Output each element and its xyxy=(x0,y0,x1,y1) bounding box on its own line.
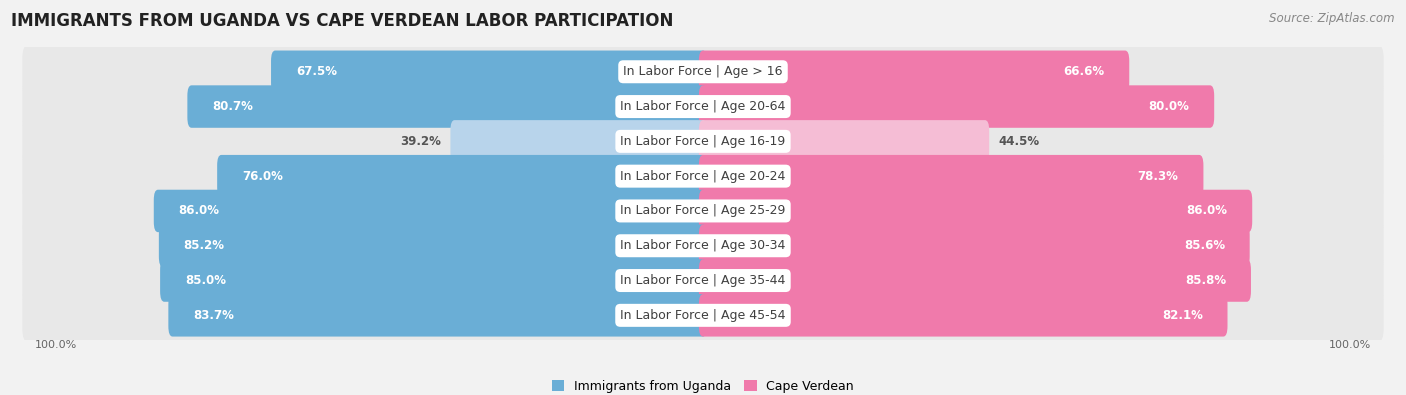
Text: In Labor Force | Age 20-24: In Labor Force | Age 20-24 xyxy=(620,169,786,182)
FancyBboxPatch shape xyxy=(699,259,1251,302)
Text: 67.5%: 67.5% xyxy=(295,65,337,78)
FancyBboxPatch shape xyxy=(22,80,1384,134)
Text: In Labor Force | Age 25-29: In Labor Force | Age 25-29 xyxy=(620,205,786,218)
FancyBboxPatch shape xyxy=(160,259,707,302)
FancyBboxPatch shape xyxy=(699,190,1253,232)
FancyBboxPatch shape xyxy=(187,85,707,128)
FancyBboxPatch shape xyxy=(271,51,707,93)
FancyBboxPatch shape xyxy=(169,294,707,337)
Legend: Immigrants from Uganda, Cape Verdean: Immigrants from Uganda, Cape Verdean xyxy=(547,375,859,395)
Text: 44.5%: 44.5% xyxy=(998,135,1040,148)
FancyBboxPatch shape xyxy=(450,120,707,163)
FancyBboxPatch shape xyxy=(699,294,1227,337)
Text: 82.1%: 82.1% xyxy=(1161,309,1202,322)
Text: IMMIGRANTS FROM UGANDA VS CAPE VERDEAN LABOR PARTICIPATION: IMMIGRANTS FROM UGANDA VS CAPE VERDEAN L… xyxy=(11,12,673,30)
FancyBboxPatch shape xyxy=(22,115,1384,168)
Text: 39.2%: 39.2% xyxy=(399,135,440,148)
Text: 85.6%: 85.6% xyxy=(1184,239,1225,252)
FancyBboxPatch shape xyxy=(22,149,1384,203)
FancyBboxPatch shape xyxy=(699,85,1215,128)
Text: 83.7%: 83.7% xyxy=(193,309,233,322)
FancyBboxPatch shape xyxy=(699,224,1250,267)
Text: 85.0%: 85.0% xyxy=(186,274,226,287)
Text: 66.6%: 66.6% xyxy=(1063,65,1105,78)
Text: In Labor Force | Age > 16: In Labor Force | Age > 16 xyxy=(623,65,783,78)
Text: In Labor Force | Age 16-19: In Labor Force | Age 16-19 xyxy=(620,135,786,148)
Text: In Labor Force | Age 35-44: In Labor Force | Age 35-44 xyxy=(620,274,786,287)
FancyBboxPatch shape xyxy=(22,45,1384,99)
Text: In Labor Force | Age 45-54: In Labor Force | Age 45-54 xyxy=(620,309,786,322)
FancyBboxPatch shape xyxy=(217,155,707,198)
Text: 86.0%: 86.0% xyxy=(179,205,219,218)
Text: 85.8%: 85.8% xyxy=(1185,274,1226,287)
FancyBboxPatch shape xyxy=(22,254,1384,307)
FancyBboxPatch shape xyxy=(22,219,1384,273)
Text: 80.7%: 80.7% xyxy=(212,100,253,113)
FancyBboxPatch shape xyxy=(153,190,707,232)
Text: 78.3%: 78.3% xyxy=(1137,169,1178,182)
Text: 76.0%: 76.0% xyxy=(242,169,283,182)
Text: In Labor Force | Age 30-34: In Labor Force | Age 30-34 xyxy=(620,239,786,252)
FancyBboxPatch shape xyxy=(699,155,1204,198)
FancyBboxPatch shape xyxy=(699,51,1129,93)
FancyBboxPatch shape xyxy=(22,288,1384,342)
Text: 80.0%: 80.0% xyxy=(1149,100,1189,113)
FancyBboxPatch shape xyxy=(699,120,990,163)
FancyBboxPatch shape xyxy=(22,184,1384,238)
Text: Source: ZipAtlas.com: Source: ZipAtlas.com xyxy=(1270,12,1395,25)
Text: 86.0%: 86.0% xyxy=(1187,205,1227,218)
Text: 100.0%: 100.0% xyxy=(35,340,77,350)
Text: 85.2%: 85.2% xyxy=(184,239,225,252)
Text: In Labor Force | Age 20-64: In Labor Force | Age 20-64 xyxy=(620,100,786,113)
Text: 100.0%: 100.0% xyxy=(1329,340,1371,350)
FancyBboxPatch shape xyxy=(159,224,707,267)
